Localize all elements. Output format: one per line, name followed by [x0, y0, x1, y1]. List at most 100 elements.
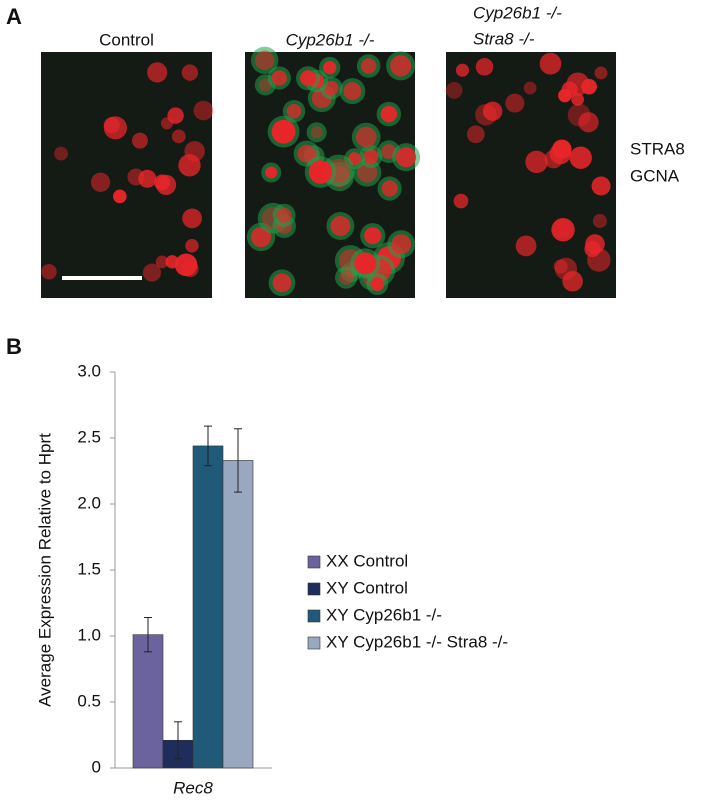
panel-label: B	[6, 334, 22, 359]
cell	[455, 63, 470, 77]
x-tick-label: Rec8	[173, 778, 213, 797]
cell	[41, 264, 57, 280]
cell	[567, 103, 591, 127]
cell	[131, 132, 148, 149]
image-title: Cyp26b1 -/-	[286, 30, 375, 49]
cell	[330, 216, 351, 236]
cell	[276, 207, 292, 223]
cell	[558, 88, 572, 103]
cell	[482, 101, 503, 122]
legend-swatch	[307, 555, 321, 569]
cell	[364, 227, 382, 245]
y-tick-label: 2.5	[77, 427, 101, 446]
cell	[571, 92, 585, 106]
cell	[592, 213, 607, 229]
bar	[132, 634, 164, 769]
panel-label: A	[6, 4, 22, 29]
cell	[381, 180, 398, 197]
cell	[193, 100, 214, 121]
image-title: Control	[99, 30, 154, 49]
cell	[515, 235, 537, 257]
cell	[370, 277, 385, 292]
cell	[160, 117, 174, 130]
bar	[192, 445, 224, 769]
image-title: Cyp26b1 -/-	[473, 3, 562, 22]
cell	[310, 126, 323, 139]
cell	[569, 146, 592, 169]
cell	[271, 119, 296, 144]
legend-swatch	[307, 636, 321, 650]
cell	[54, 146, 68, 161]
cell	[339, 270, 354, 285]
bar	[222, 460, 254, 769]
y-tick-label: 0.5	[77, 691, 101, 710]
cell	[155, 255, 169, 269]
cell	[551, 218, 575, 242]
legend-label: XY Control	[326, 578, 408, 597]
cell	[184, 140, 205, 162]
cell	[142, 263, 162, 282]
cell	[113, 189, 127, 204]
cell	[539, 52, 562, 75]
cell	[391, 234, 412, 255]
legend-label: XY Cyp26b1 -/- Stra8 -/-	[326, 632, 508, 651]
cell	[103, 117, 121, 134]
cell	[566, 72, 590, 96]
cell	[138, 169, 157, 188]
cell	[360, 58, 377, 74]
cell	[475, 58, 494, 76]
cell	[354, 252, 377, 275]
cell	[453, 193, 469, 209]
legend-label: XX Control	[326, 551, 408, 570]
bar-chart: 0 0.5 1.0 1.5 2.0 2.5 3.0 Average Expression Re…	[35, 361, 508, 797]
stain-legend: GCNA	[630, 166, 680, 185]
cell	[271, 70, 287, 86]
cell	[445, 81, 463, 99]
cell	[90, 172, 111, 192]
cell-halo	[335, 266, 358, 289]
cell	[181, 64, 199, 81]
cell	[544, 149, 563, 169]
cell	[505, 93, 525, 113]
cell	[286, 103, 302, 119]
legend-label: XY Cyp26b1 -/-	[326, 605, 442, 624]
cell	[324, 80, 339, 96]
y-tick-label: 2.0	[77, 493, 101, 512]
cell	[355, 126, 377, 148]
cell	[525, 150, 548, 174]
cell	[523, 81, 537, 95]
y-axis-label: Average Expression Relative to Hprt	[35, 433, 54, 707]
cell	[578, 112, 599, 133]
cell	[390, 55, 412, 77]
y-tick-label: 1.5	[77, 559, 101, 578]
cell	[594, 66, 608, 80]
y-tick-label: 0	[92, 757, 101, 776]
cell	[587, 248, 611, 272]
legend-swatch	[307, 582, 321, 596]
stain-legend: STRA8	[630, 139, 685, 158]
image-title: Stra8 -/-	[473, 29, 535, 48]
cell	[343, 82, 362, 101]
cell	[185, 238, 199, 253]
cell	[466, 125, 485, 144]
cell-halo	[306, 122, 327, 143]
cell	[174, 253, 198, 277]
cell	[323, 60, 337, 75]
cell	[552, 219, 572, 239]
cell	[155, 174, 177, 195]
cell	[255, 50, 275, 71]
cell	[363, 149, 379, 164]
y-tick-label: 3.0	[77, 361, 101, 380]
cell	[300, 70, 317, 87]
cell	[265, 166, 278, 179]
micrographs	[41, 46, 616, 298]
cell	[591, 176, 611, 196]
y-tick-label: 1.0	[77, 625, 101, 644]
cell	[308, 160, 333, 184]
cell	[147, 62, 168, 83]
cell	[396, 147, 417, 168]
cell	[171, 129, 186, 144]
cell	[272, 273, 292, 293]
cell	[562, 270, 583, 292]
